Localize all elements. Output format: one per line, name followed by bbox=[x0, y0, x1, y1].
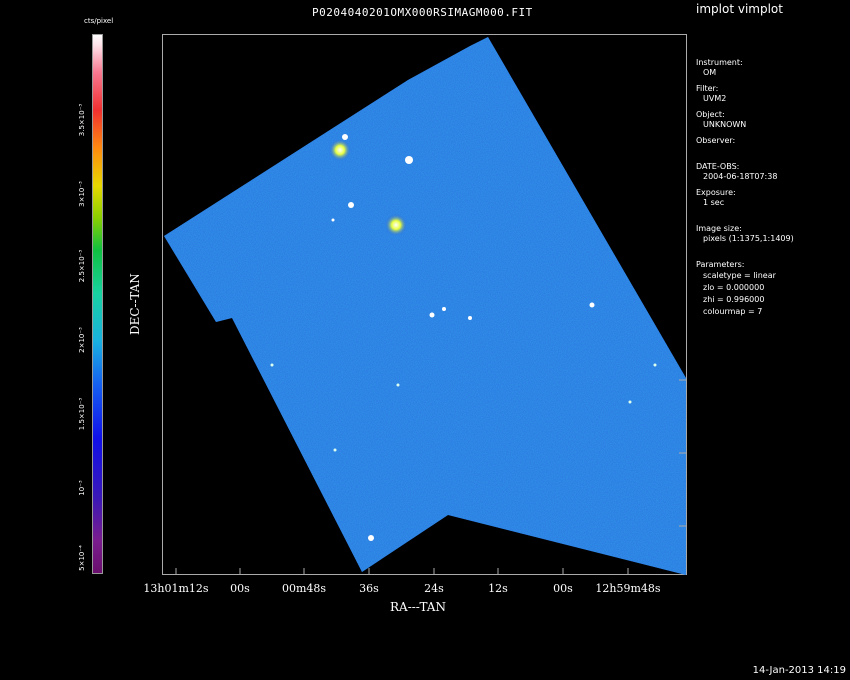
star bbox=[333, 448, 337, 452]
x-axis-label: RA---TAN bbox=[390, 600, 446, 614]
app-title: implot vimplot bbox=[696, 2, 783, 16]
timestamp: 14-Jan-2013 14:19 bbox=[752, 665, 846, 676]
star bbox=[329, 139, 351, 161]
star bbox=[442, 307, 446, 311]
observer-label: Observer: bbox=[696, 136, 736, 145]
star bbox=[342, 134, 348, 140]
colorbar-unit: cts/pixel bbox=[84, 17, 114, 25]
x-tick-label: 24s bbox=[424, 582, 444, 595]
image-noise bbox=[164, 37, 686, 575]
date-label: DATE-OBS: bbox=[696, 162, 740, 171]
x-tick-label: 00s bbox=[553, 582, 573, 595]
zhi-value: zhi = 0.996000 bbox=[703, 295, 765, 304]
star bbox=[589, 302, 595, 308]
colourmap-value: colourmap = 7 bbox=[703, 307, 763, 316]
instrument-label: Instrument: bbox=[696, 58, 743, 67]
x-tick-label: 12h59m48s bbox=[595, 582, 661, 595]
x-tick-label: 00m48s bbox=[281, 582, 327, 595]
zlo-value: zlo = 0.000000 bbox=[703, 283, 765, 292]
x-tick-label: 13h01m12s bbox=[143, 582, 209, 595]
scaletype-value: scaletype = linear bbox=[703, 271, 776, 280]
date-value: 2004-06-18T07:38 bbox=[703, 172, 778, 181]
star bbox=[653, 363, 657, 367]
x-tick-label: 12s bbox=[488, 582, 508, 595]
filter-value: UVM2 bbox=[703, 94, 727, 103]
star bbox=[468, 316, 472, 320]
axis-ticks bbox=[175, 379, 686, 575]
star bbox=[405, 156, 413, 164]
colorbar bbox=[92, 34, 103, 574]
object-label: Object: bbox=[696, 110, 725, 119]
star bbox=[348, 202, 354, 208]
star bbox=[331, 218, 335, 222]
x-tick-label: 36s bbox=[359, 582, 379, 595]
star bbox=[429, 312, 435, 318]
exposure-label: Exposure: bbox=[696, 188, 736, 197]
filter-label: Filter: bbox=[696, 84, 719, 93]
info-panel: Instrument: OM Filter: UVM2 Object: UNKN… bbox=[696, 58, 794, 318]
object-value: UNKNOWN bbox=[703, 120, 747, 129]
image-size-label: Image size: bbox=[696, 224, 742, 233]
exposure-value: 1 sec bbox=[703, 198, 725, 207]
plot-frame bbox=[162, 34, 687, 575]
star bbox=[385, 214, 407, 236]
star bbox=[396, 383, 400, 387]
star bbox=[270, 363, 274, 367]
star bbox=[368, 535, 374, 541]
image-size-value: pixels (1:1375,1:1409) bbox=[703, 234, 794, 243]
star bbox=[628, 400, 632, 404]
parameters-label: Parameters: bbox=[696, 260, 745, 269]
instrument-value: OM bbox=[703, 68, 717, 77]
x-tick-label: 00s bbox=[230, 582, 250, 595]
